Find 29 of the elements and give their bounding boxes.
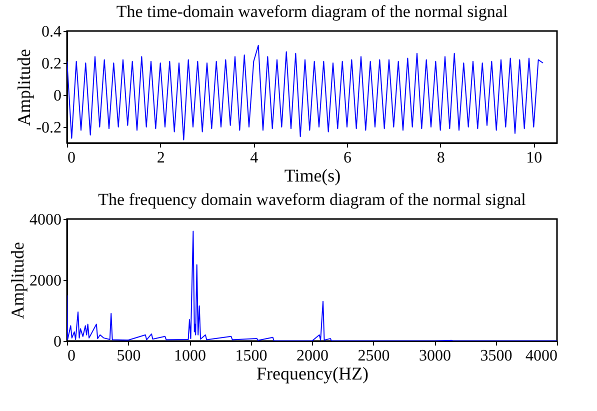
chart-title: The time-domain waveform diagram of the normal signal [116, 2, 508, 21]
x-tick-label: 500 [116, 348, 141, 364]
x-tick-label: 1500 [235, 348, 268, 364]
y-tick-label: -0.2 [36, 120, 62, 136]
x-tick-label: 2000 [296, 348, 328, 364]
x-tick-label: 0 [68, 348, 76, 364]
x-tick-label: 3000 [419, 348, 451, 364]
y-tick-label: 4000 [30, 212, 62, 228]
y-axis-title: Amplitude [14, 48, 34, 126]
x-tick-label: 4000 [526, 348, 558, 364]
chart-title: The frequency domain waveform diagram of the normal signal [98, 190, 526, 209]
x-tick-label: 4 [250, 150, 258, 166]
y-tick-label: 0.2 [42, 56, 62, 72]
x-tick-label: 2500 [358, 348, 390, 364]
x-axis-title: Time(s) [284, 166, 341, 186]
y-tick-label: 0.4 [42, 24, 62, 40]
x-tick-label: 0 [68, 150, 76, 166]
x-tick-label: 8 [436, 150, 445, 166]
x-tick-label: 10 [526, 150, 542, 166]
x-tick-label: 6 [344, 150, 352, 166]
x-tick-label: 2 [156, 150, 165, 166]
y-axis-title: Amplitude [8, 242, 28, 319]
y-tick-label: 0 [54, 334, 62, 350]
x-axis-title: Frequency(HZ) [256, 364, 368, 384]
y-tick-label: 2000 [30, 272, 62, 290]
x-tick-label: 1000 [174, 348, 206, 364]
line-series [67, 44, 544, 140]
y-tick-label: 0 [54, 88, 62, 104]
x-tick-label: 3500 [480, 348, 512, 364]
